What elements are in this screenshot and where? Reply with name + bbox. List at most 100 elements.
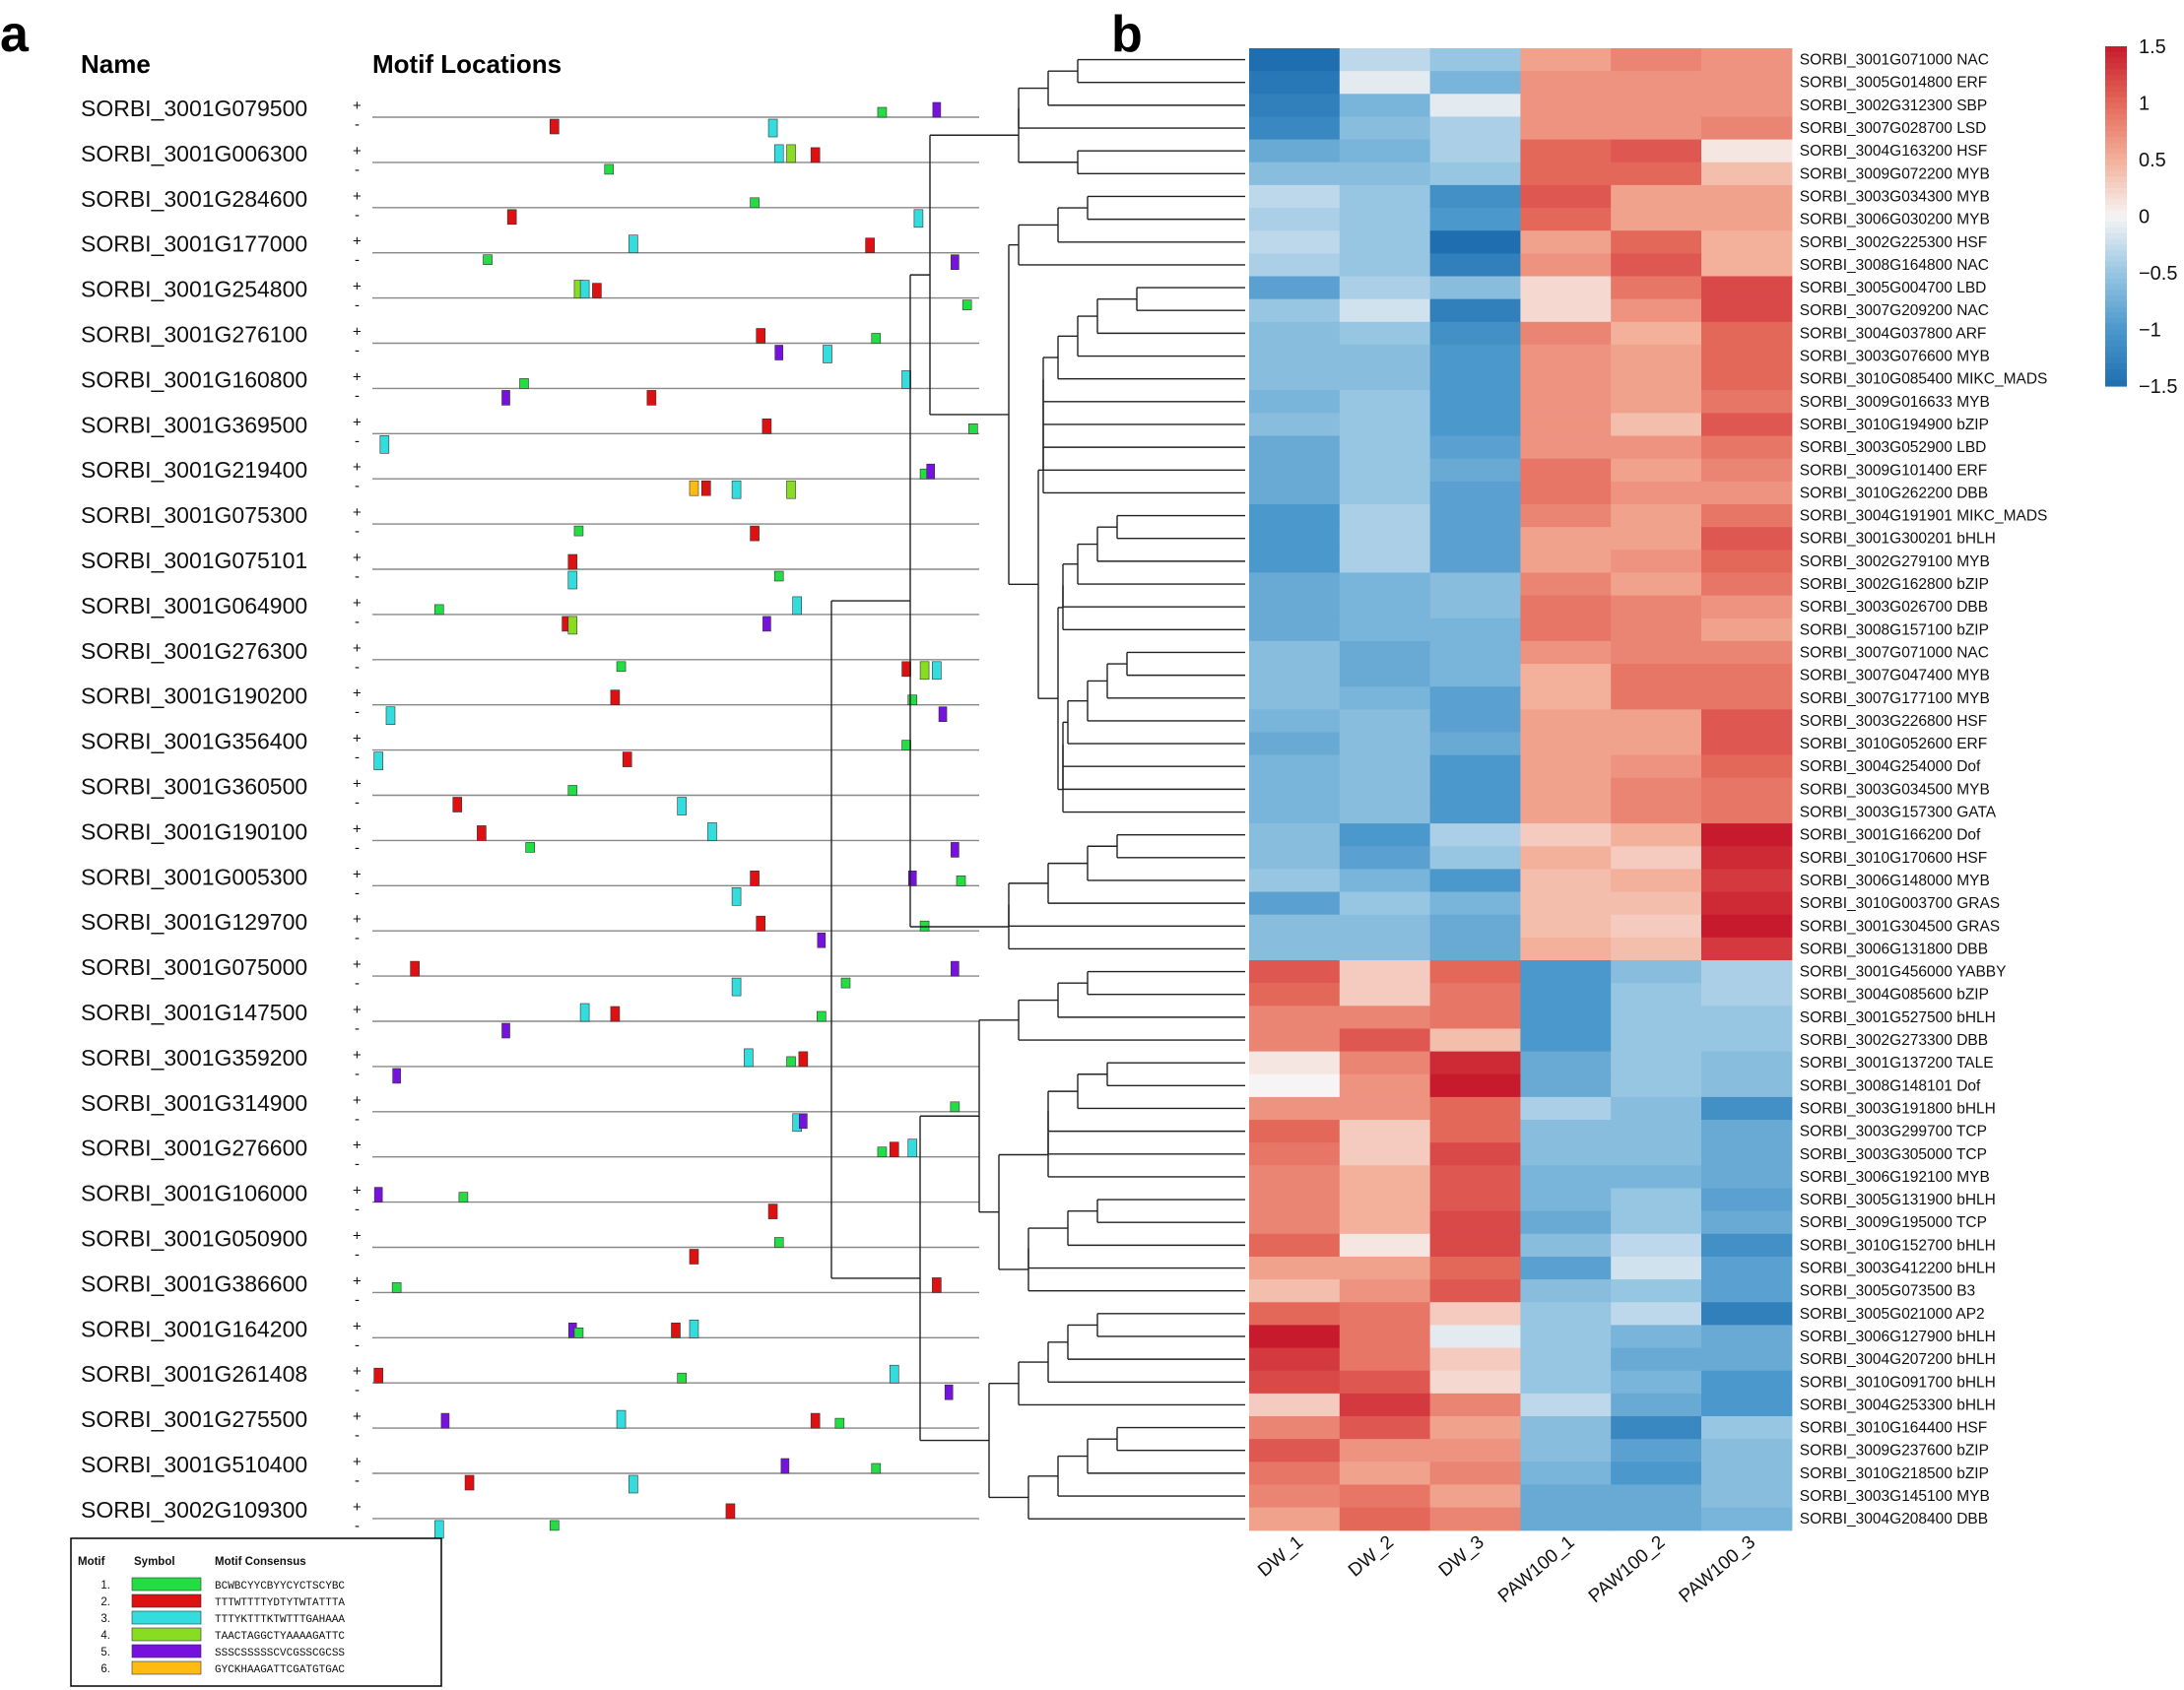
motif-3-mark [579, 1003, 590, 1022]
heatmap-row-label: SORBI_3002G225300 HSF [1800, 234, 1987, 251]
heatmap-cell [1701, 230, 1793, 254]
motif-2-mark [750, 525, 760, 542]
colorbar-segment [2105, 102, 2127, 109]
heatmap-cell [1611, 1096, 1702, 1121]
heatmap-cell [1339, 1256, 1431, 1280]
strand-minus: - [355, 568, 360, 585]
heatmap-cell [1249, 595, 1341, 619]
gene-name: SORBI_3001G275500 [81, 1406, 307, 1432]
heatmap-cell [1429, 298, 1521, 323]
colorbar-segment [2105, 210, 2127, 218]
gene-name: SORBI_3001G276100 [81, 322, 307, 348]
motif-1-mark [519, 378, 529, 389]
heatmap-cell [1611, 777, 1702, 802]
motif-2-mark [410, 960, 420, 977]
heatmap-row-label: SORBI_3001G166200 Dof [1800, 827, 1981, 844]
heatmap-cell [1520, 550, 1612, 574]
heatmap-cell [1339, 1142, 1431, 1166]
motif-3-mark [731, 977, 742, 997]
heatmap-cell [1339, 527, 1431, 551]
heatmap-cell [1339, 94, 1431, 118]
heatmap-cell [1701, 481, 1793, 505]
colorbar-segment [2105, 232, 2127, 240]
heatmap-cell [1429, 1233, 1521, 1258]
heatmap-cell [1701, 344, 1793, 368]
legend-symbol-swatch [131, 1577, 202, 1592]
motif-2-mark [592, 283, 602, 298]
heatmap-cell [1429, 116, 1521, 141]
heatmap-cell [1339, 640, 1431, 665]
heatmap-cell [1520, 1051, 1612, 1075]
motif-5-mark [951, 254, 960, 271]
heatmap-cell [1429, 1051, 1521, 1075]
motif-1-mark [877, 1146, 888, 1157]
gene-name: SORBI_3001G190200 [81, 683, 307, 709]
heatmap-cell [1249, 162, 1341, 186]
heatmap-cell [1429, 937, 1521, 961]
motif-1-mark [834, 1417, 845, 1429]
colorbar-segment [2105, 46, 2127, 53]
motif-3-mark [913, 209, 924, 228]
heatmap-cell [1701, 891, 1793, 916]
motif-3-mark [767, 118, 778, 138]
colorbar-segment [2105, 80, 2127, 87]
heatmap-cell [1339, 595, 1431, 619]
colorbar: 1.5 1 0.5 0 −0.5 −1 −1.5 [2105, 36, 2177, 398]
gene-name: SORBI_3001G276600 [81, 1136, 307, 1161]
motif-1-mark [907, 694, 918, 706]
strand-minus: - [355, 795, 360, 812]
heatmap-row-label: SORBI_3004G085600 bZIP [1800, 987, 1989, 1004]
colorbar-tick-label: 1.5 [2139, 36, 2166, 58]
strand-plus: + [353, 1047, 362, 1064]
heatmap-cell [1429, 1256, 1521, 1280]
heatmap-cell [1520, 390, 1612, 414]
colorbar-segment [2105, 318, 2127, 325]
heatmap-cell [1520, 664, 1612, 687]
heatmap-row-label: SORBI_3003G145100 MYB [1800, 1488, 1990, 1505]
colorbar-segment [2105, 51, 2127, 59]
heatmap-column-label: PAW100_3 [1676, 1531, 1760, 1607]
heatmap-cell [1339, 458, 1431, 483]
heatmap-cell [1249, 709, 1341, 734]
heatmap-cell [1701, 937, 1793, 961]
heatmap-row-label: SORBI_3003G034300 MYB [1800, 188, 1990, 205]
colorbar-segment [2105, 341, 2127, 348]
heatmap-cell [1429, 1279, 1521, 1303]
heatmap-cell [1701, 572, 1793, 597]
heatmap-cell [1249, 640, 1341, 665]
colorbar-tick-label: 0.5 [2139, 150, 2166, 171]
motif-3-mark [901, 370, 911, 389]
strand-plus: + [353, 820, 362, 837]
strand-minus: - [355, 252, 360, 269]
heatmap-cell [1611, 595, 1702, 619]
heatmap-cell [1249, 686, 1341, 710]
heatmap-cell [1701, 595, 1793, 619]
motif-4-mark [567, 616, 578, 635]
heatmap-cell [1249, 1142, 1341, 1166]
motif-1-mark [901, 740, 911, 750]
heatmap-cell [1249, 960, 1341, 984]
colorbar-segment [2105, 164, 2127, 172]
heatmap-cell [1520, 1507, 1612, 1531]
heatmap-row-label: SORBI_3003G412200 bHLH [1800, 1261, 1996, 1277]
legend-symbol-swatch [131, 1660, 202, 1675]
motif-2-mark [761, 418, 772, 434]
colorbar-segment [2105, 63, 2127, 70]
gene-name: SORBI_3001G106000 [81, 1181, 307, 1206]
heatmap-cell [1701, 276, 1793, 300]
heatmap-row-label: SORBI_3001G071000 NAC [1800, 52, 1989, 69]
heatmap-cell [1429, 1507, 1521, 1531]
heatmap-row-label: SORBI_3008G148101 Dof [1800, 1077, 1981, 1094]
legend-motif-consensus: SSSCSSSSSCVCGSSCGCSS [215, 1648, 345, 1659]
motif-3-mark [579, 280, 590, 298]
heatmap-cell [1429, 276, 1521, 300]
heatmap-cell [1520, 298, 1612, 323]
heatmap-cell [1520, 1439, 1612, 1462]
heatmap-cell [1520, 162, 1612, 186]
heatmap-cell [1429, 800, 1521, 824]
strand-plus: + [353, 595, 362, 612]
heatmap-cell [1339, 1393, 1431, 1417]
heatmap-cell [1520, 891, 1612, 916]
heatmap-row-label: SORBI_3010G085400 MIKC_MADS [1800, 371, 2048, 388]
colorbar-segment [2105, 86, 2127, 93]
